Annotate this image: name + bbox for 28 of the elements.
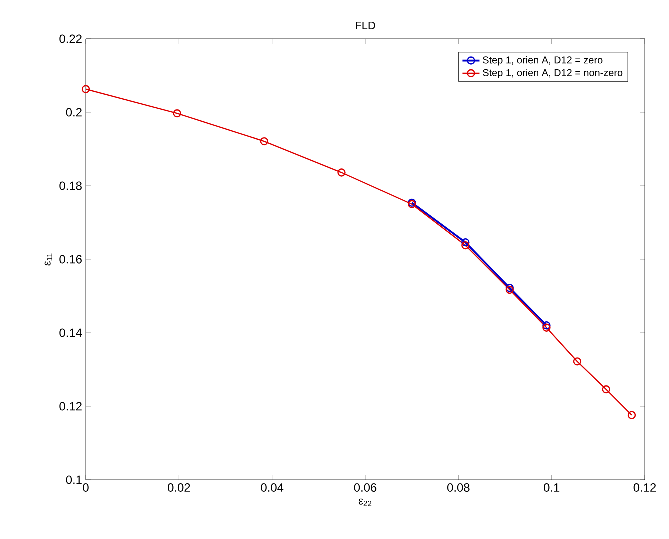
x-tick-label: 0.1 [544,484,560,492]
x-tick-label: 0.06 [354,484,377,492]
x-tick-label: 0.08 [448,484,470,492]
chart-title: FLD [356,22,376,30]
point [260,137,268,146]
point [462,241,470,250]
x-tick-label: 0 [83,484,89,492]
legend-label: Step 1, orien A, D12 = zero [483,56,603,66]
y-axis-title: ε$_{11}$ [44,254,52,266]
point [462,238,470,247]
point [628,411,636,420]
y-tick-label: 0.18 [60,182,82,190]
y-tick-label: 0.22 [60,34,82,44]
y-tick-label: 0.2 [66,108,82,117]
x-tick-label: 0.12 [634,484,656,492]
point [338,168,346,177]
legend-label: Step 1, orien A, D12 = non-zero [483,69,623,78]
x-axis-title: ε$_{22}$ [358,498,372,506]
x-tick-label: 0.02 [168,484,190,492]
point [82,85,90,94]
point [602,386,610,394]
point [173,110,182,118]
x-tick-label: 0.04 [261,484,284,492]
y-tick-label: 0.1 [66,476,82,484]
point [573,358,582,366]
y-tick-label: 0.12 [60,402,82,411]
y-tick-label: 0.16 [60,255,82,264]
y-tick-label: 0.14 [60,328,82,338]
